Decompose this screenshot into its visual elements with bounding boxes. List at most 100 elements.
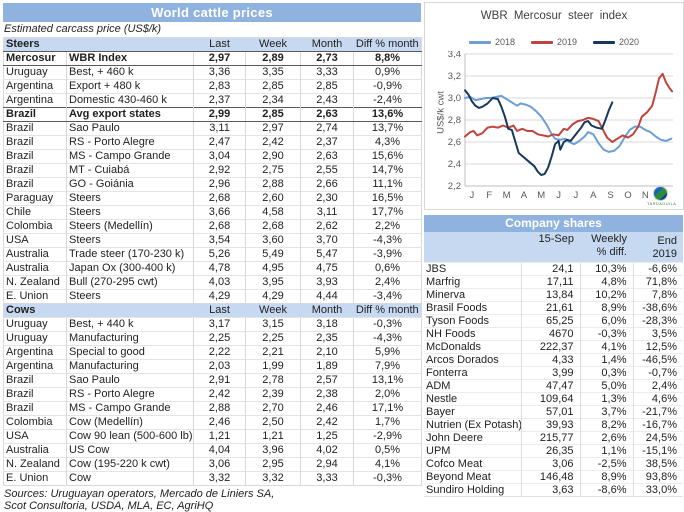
legend-item-2019: 2019 bbox=[530, 37, 577, 47]
share-row: Nutrien (Ex Potash) 39,93 8,2% -16,7% bbox=[424, 418, 683, 432]
panel-subtitle: Estimated carcass price (US$/k) bbox=[4, 23, 162, 35]
cell-price: 17,11 bbox=[520, 275, 580, 289]
col-header-last: Last bbox=[193, 303, 246, 318]
cell-week: 2,85 bbox=[245, 107, 301, 122]
cell-weekly: 8,9% bbox=[579, 470, 633, 484]
cell-last: 2,83 bbox=[193, 79, 246, 94]
cell-month: 2,35 bbox=[300, 331, 354, 346]
sources-note: Sources: Uruguayan operators, Mercado de… bbox=[3, 486, 421, 512]
col-header-end2019: End 2019 bbox=[633, 232, 683, 263]
cell-country: Argentina bbox=[3, 79, 67, 94]
cell-weekly: 10,2% bbox=[579, 288, 633, 302]
cell-diff: 17,7% bbox=[353, 205, 422, 220]
cell-name: Beyond Meat bbox=[424, 470, 521, 484]
cell-last: 2,88 bbox=[193, 401, 246, 416]
cell-last: 2,03 bbox=[193, 359, 246, 374]
cell-week: 2,75 bbox=[245, 163, 301, 178]
cell-desc: Domestic 430-460 k bbox=[65, 93, 194, 108]
shares-body: JBS 24,1 10,3% -6,6% Marfrig 17,11 4,8% 71,8% Mi… bbox=[424, 262, 683, 497]
y-tick-label: 2,6 bbox=[448, 137, 461, 148]
cell-price: 4,33 bbox=[520, 353, 580, 367]
y-tick-label: 2,4 bbox=[448, 159, 461, 170]
cell-price: 47,47 bbox=[520, 379, 580, 393]
cell-month: 2,62 bbox=[300, 219, 354, 234]
cell-last: 3,66 bbox=[193, 205, 246, 220]
cell-country: USA bbox=[3, 233, 67, 248]
cell-price: 24,1 bbox=[520, 262, 580, 276]
cell-name: Fonterra bbox=[424, 366, 521, 380]
cell-weekly: 0,3% bbox=[579, 366, 633, 380]
cell-last: 3,54 bbox=[193, 233, 246, 248]
cell-end2019: 12,5% bbox=[632, 340, 683, 354]
share-row: NH Foods 4670 -0,3% 3,5% bbox=[424, 327, 683, 341]
cell-last: 2,68 bbox=[193, 219, 246, 234]
cell-desc: Steers bbox=[65, 205, 194, 220]
col-header-week: Week bbox=[245, 37, 301, 52]
price-row: Uruguay Best, + 440 k 3,17 3,15 3,18 -0,3% bbox=[3, 317, 422, 332]
series-line-2018 bbox=[464, 94, 673, 153]
cell-end2019: -46,5% bbox=[632, 353, 683, 367]
cell-country: Brazil bbox=[3, 401, 67, 416]
company-shares-panel: Company shares 15-Sep Weekly % diff. End… bbox=[424, 215, 683, 497]
x-tick-label: J bbox=[470, 190, 475, 201]
cell-week: 2,39 bbox=[245, 387, 301, 402]
cell-country: Colombia bbox=[3, 219, 67, 234]
cell-diff: -0,3% bbox=[353, 471, 422, 486]
cell-diff: 4,3% bbox=[353, 135, 422, 150]
cell-week: 4,29 bbox=[245, 289, 301, 304]
price-row: USA Cow 90 lean (500-600 lb) 1,21 1,21 1,25-… bbox=[3, 429, 422, 444]
cell-diff: 4,1% bbox=[353, 457, 422, 472]
cell-weekly: 2,6% bbox=[579, 431, 633, 445]
price-row: Uruguay Manufacturing 2,25 2,25 2,35 -4,3% bbox=[3, 331, 422, 346]
company-shares-header-row: 15-Sep Weekly % diff. End 2019 bbox=[424, 232, 683, 263]
share-row: Nestle 109,64 1,3% 4,6% bbox=[424, 392, 683, 406]
y-tick-label: 2,8 bbox=[448, 115, 461, 126]
cell-country: N. Zealand bbox=[3, 275, 67, 290]
cell-desc: Steers (Medellín) bbox=[65, 219, 194, 234]
steers-body: Mercosur WBR Index 2,97 2,89 2,73 8,8% Uruguay… bbox=[3, 51, 422, 304]
cell-price: 13,84 bbox=[520, 288, 580, 302]
cell-desc: MT - Cuiabá bbox=[65, 163, 194, 178]
cell-name: Bayer bbox=[424, 405, 521, 419]
x-tick-label: J bbox=[574, 190, 579, 201]
cell-week: 1,99 bbox=[245, 359, 301, 374]
x-tick-label: O bbox=[624, 190, 631, 201]
cell-diff: -2,4% bbox=[353, 93, 422, 108]
cell-country: Brazil bbox=[3, 149, 67, 164]
cell-month: 1,25 bbox=[300, 429, 354, 444]
cell-diff: 17,1% bbox=[353, 401, 422, 416]
cell-country: Australia bbox=[3, 261, 67, 276]
chart-title: WBR Mercosur steer index bbox=[480, 10, 628, 22]
col-header-month: Month bbox=[300, 37, 354, 52]
price-row: Argentina Domestic 430-460 k 2,37 2,34 2,43-… bbox=[3, 93, 422, 108]
price-row: Argentina Export + 480 k 2,83 2,85 2,85 -0,9% bbox=[3, 79, 422, 94]
price-row: E. Union Steers 4,29 4,29 4,44 -3,4% bbox=[3, 289, 422, 304]
cell-desc: Sao Paulo bbox=[65, 373, 194, 388]
cell-desc: RS - Porto Alegre bbox=[65, 387, 194, 402]
cell-month: 2,74 bbox=[300, 121, 354, 136]
cell-diff: 13,1% bbox=[353, 373, 422, 388]
cell-price: 3,06 bbox=[520, 457, 580, 471]
cell-name: Marfrig bbox=[424, 275, 521, 289]
cell-price: 39,93 bbox=[520, 418, 580, 432]
cell-month: 2,57 bbox=[300, 373, 354, 388]
cell-end2019: -21,7% bbox=[632, 405, 683, 419]
cell-desc: Trade steer (170-230 k) bbox=[65, 247, 194, 262]
price-row: Paraguay Steers 2,68 2,60 2,30 16,5% bbox=[3, 191, 422, 206]
cell-price: 109,64 bbox=[520, 392, 580, 406]
cell-diff: 14,7% bbox=[353, 163, 422, 178]
cell-end2019: -0,7% bbox=[632, 366, 683, 380]
cell-weekly: -0,3% bbox=[579, 327, 633, 341]
cell-last: 4,29 bbox=[193, 289, 246, 304]
col-header-month: Month bbox=[300, 303, 354, 318]
cell-last: 5,26 bbox=[193, 247, 246, 262]
cell-week: 3,15 bbox=[245, 317, 301, 332]
cell-diff: -4,3% bbox=[353, 233, 422, 248]
cell-week: 2,85 bbox=[245, 79, 301, 94]
cell-country: Paraguay bbox=[3, 191, 67, 206]
cell-diff: -4,3% bbox=[353, 331, 422, 346]
price-row: Australia Japan Ox (300-400 k) 4,78 4,95 4,7… bbox=[3, 261, 422, 276]
cell-weekly: 8,9% bbox=[579, 301, 633, 315]
price-row: Argentina Special to good 2,22 2,21 2,10 5,9% bbox=[3, 345, 422, 360]
price-row: E. Union Cow 3,32 3,32 3,33 -0,3% bbox=[3, 471, 422, 486]
